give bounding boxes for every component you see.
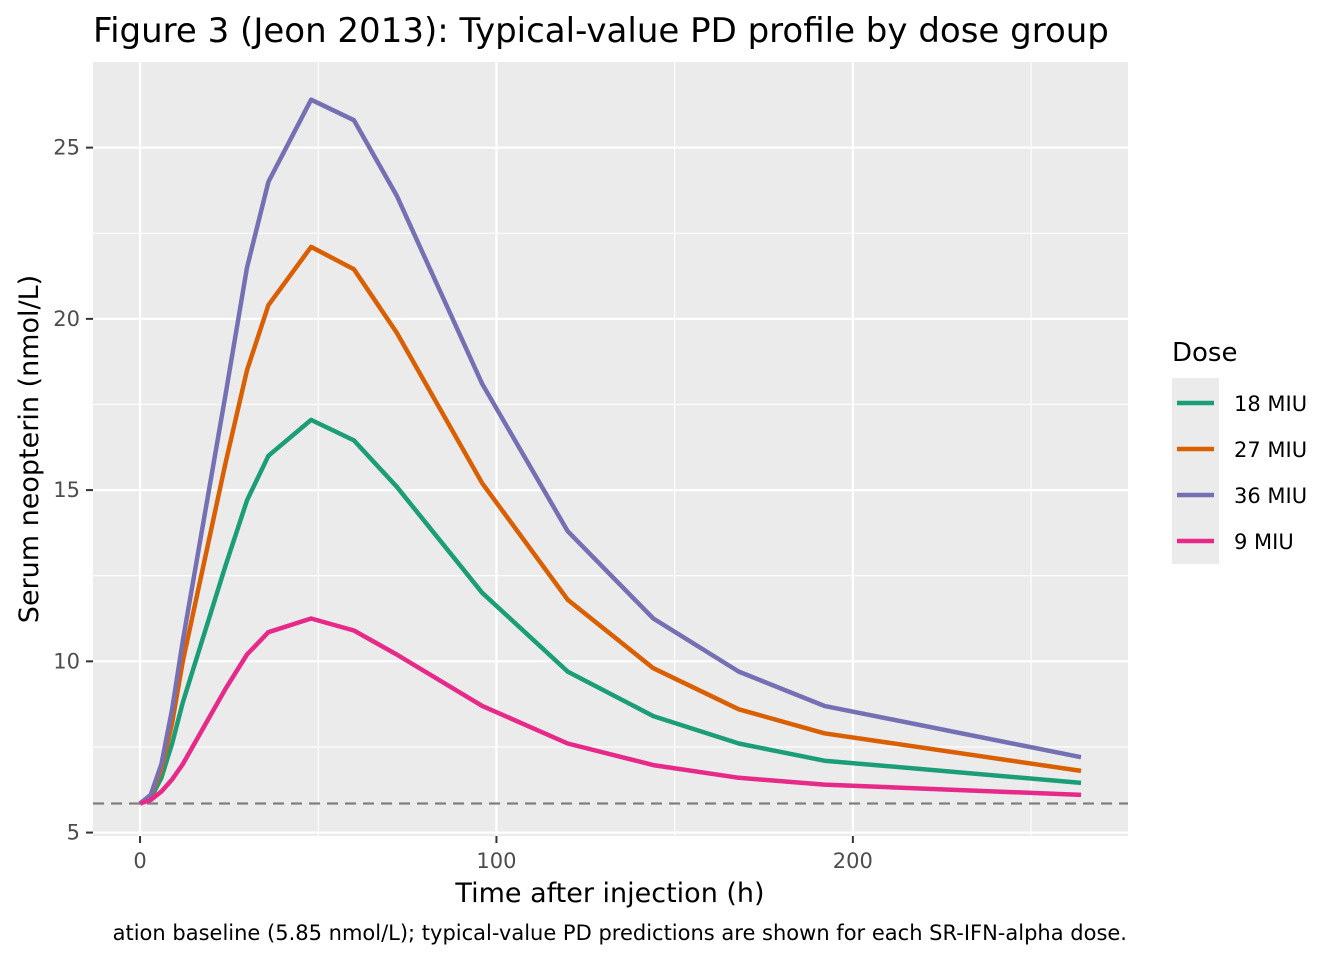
x-tick-label: 0 (133, 849, 146, 873)
legend-title: Dose (1172, 338, 1237, 368)
plot-panel (93, 62, 1128, 836)
y-tick-label: 5 (67, 821, 80, 845)
x-tick-label: 100 (476, 849, 516, 873)
series-lines (138, 97, 1082, 806)
x-axis: 0 100 200 (133, 836, 873, 873)
x-axis-title: Time after injection (h) (454, 878, 764, 909)
legend-label-18-miu: 18 MIU (1234, 392, 1307, 416)
y-tick-label: 10 (53, 649, 80, 673)
series-line-18-miu (139, 417, 1082, 806)
y-axis-title: Serum neopterin (nmol/L) (14, 275, 45, 623)
series-line-9-miu (139, 616, 1082, 806)
y-tick-label: 20 (53, 307, 80, 331)
y-axis: 5 10 15 20 25 (53, 136, 93, 845)
legend-label-9-miu: 9 MIU (1234, 530, 1294, 554)
y-tick-label: 15 (53, 478, 80, 502)
x-tick-label: 200 (833, 849, 873, 873)
legend-label-36-miu: 36 MIU (1234, 484, 1307, 508)
legend-label-27-miu: 27 MIU (1234, 438, 1307, 462)
y-tick-label: 25 (53, 136, 80, 160)
chart-caption: ation baseline (5.85 nmol/L); typical-va… (113, 921, 1127, 945)
series-line-36-miu (138, 97, 1082, 806)
legend: 18 MIU 27 MIU 36 MIU 9 MIU (1177, 392, 1307, 554)
chart-title: Figure 3 (Jeon 2013): Typical-value PD p… (93, 11, 1109, 51)
series-line-27-miu (138, 244, 1082, 806)
legend-key-background (1172, 378, 1219, 564)
